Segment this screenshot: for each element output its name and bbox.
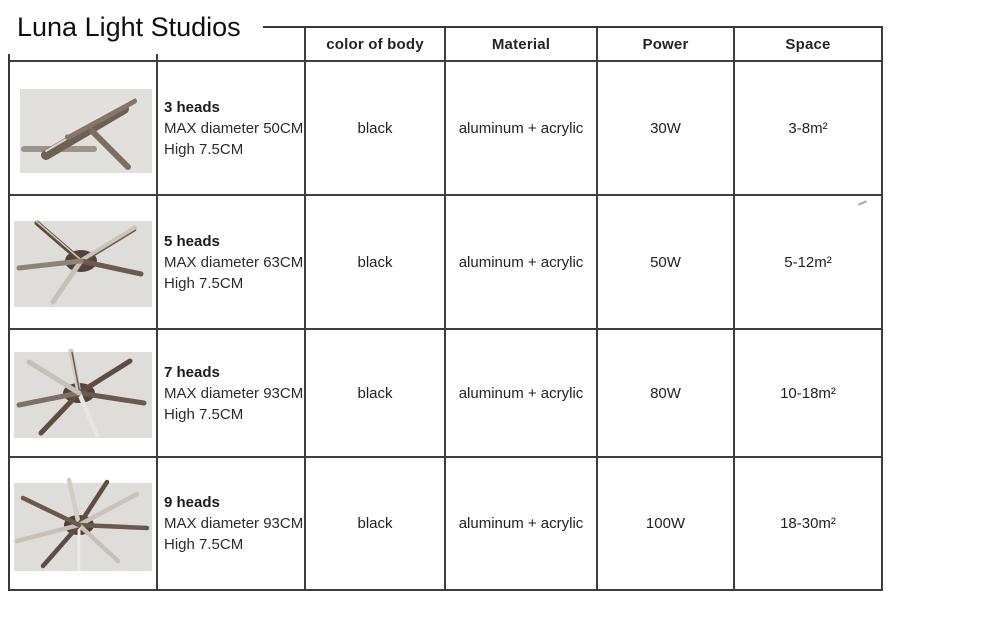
model-specs-3-heads: 3 heads MAX diameter 50CM High 7.5CM	[158, 62, 306, 196]
model-specs-5-heads: 5 heads MAX diameter 63CM High 7.5CM	[158, 196, 306, 330]
smudge-artifact	[857, 200, 868, 206]
heads-count: 7 heads	[164, 363, 220, 381]
lamp-9-heads-image	[14, 477, 152, 571]
material-value: aluminum + acrylic	[446, 196, 598, 330]
power-value: 100W	[598, 458, 735, 591]
color-value: black	[306, 196, 446, 330]
lamp-photo-9-heads	[10, 458, 158, 591]
material-value: aluminum + acrylic	[446, 458, 598, 591]
height-spec: High 7.5CM	[164, 405, 244, 423]
material-value: aluminum + acrylic	[446, 62, 598, 196]
color-value: black	[306, 330, 446, 458]
max-diameter: MAX diameter 63CM	[164, 253, 304, 271]
lamp-5-heads-image	[14, 220, 152, 307]
power-value: 80W	[598, 330, 735, 458]
color-value: black	[306, 62, 446, 196]
lamp-photo-7-heads	[10, 330, 158, 458]
height-spec: High 7.5CM	[164, 140, 244, 158]
max-diameter: MAX diameter 93CM	[164, 515, 304, 532]
material-value: aluminum + acrylic	[446, 330, 598, 458]
space-value: 3-8m²	[735, 62, 883, 196]
header-space: Space	[735, 28, 883, 62]
heads-count: 3 heads	[164, 98, 220, 116]
height-spec: High 7.5CM	[164, 536, 244, 553]
brand-title: Luna Light Studios	[0, 0, 263, 54]
max-diameter: MAX diameter 93CM	[164, 384, 304, 402]
power-value: 50W	[598, 196, 735, 330]
space-value: 10-18m²	[735, 330, 883, 458]
header-color-of-body: color of body	[306, 28, 446, 62]
space-value: 5-12m²	[735, 196, 883, 330]
model-specs-9-heads: 9 heads MAX diameter 93CM High 7.5CM	[158, 458, 306, 591]
brand-title-text: Luna Light Studios	[17, 11, 241, 42]
height-spec: High 7.5CM	[164, 274, 244, 292]
heads-count: 9 heads	[164, 494, 220, 511]
header-power: Power	[598, 28, 735, 62]
header-material: Material	[446, 28, 598, 62]
spec-table: color of body Material Power Space 3 hea…	[8, 26, 883, 591]
space-text: 5-12m²	[784, 253, 832, 271]
lamp-photo-5-heads	[10, 196, 158, 330]
lamp-3-heads-image	[20, 89, 152, 173]
color-value: black	[306, 458, 446, 591]
model-specs-7-heads: 7 heads MAX diameter 93CM High 7.5CM	[158, 330, 306, 458]
lamp-photo-3-heads	[10, 62, 158, 196]
heads-count: 5 heads	[164, 232, 220, 250]
power-value: 30W	[598, 62, 735, 196]
max-diameter: MAX diameter 50CM	[164, 119, 304, 137]
lamp-7-heads-image	[14, 348, 152, 438]
space-value: 18-30m²	[735, 458, 883, 591]
